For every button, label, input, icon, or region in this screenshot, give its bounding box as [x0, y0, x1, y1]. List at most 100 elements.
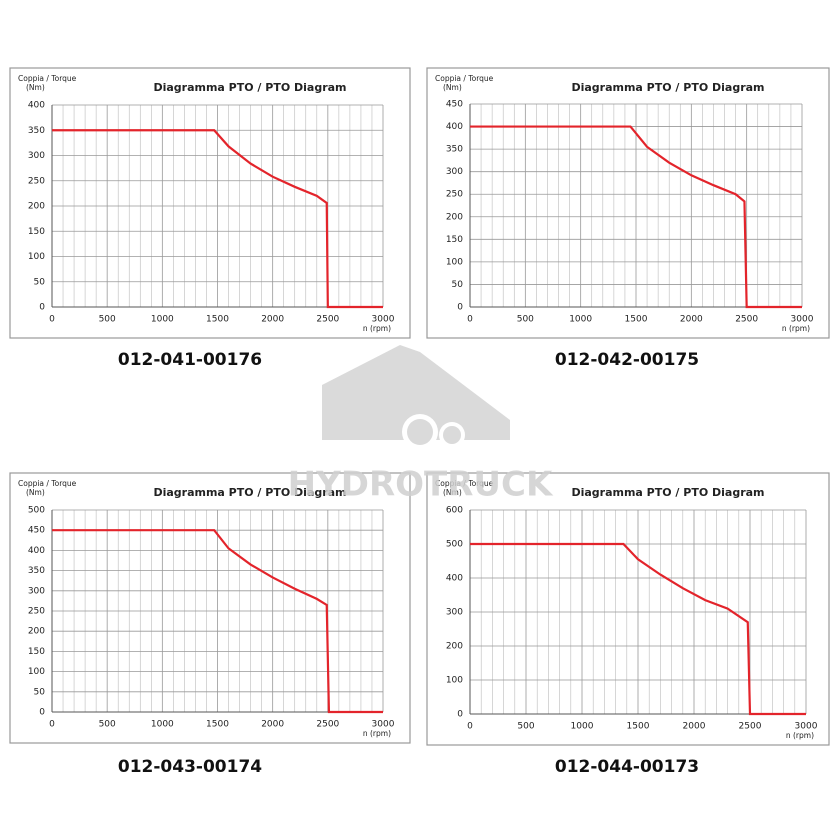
x-tick-label: 0 — [467, 315, 473, 325]
x-tick-label: 2000 — [683, 722, 706, 732]
y-tick-label: 350 — [28, 566, 45, 576]
torque-line — [470, 125, 802, 309]
x-tick-label: 1000 — [151, 315, 174, 325]
y-axis-unit: (Nm) — [26, 83, 45, 92]
x-axis-label: n (rpm) — [363, 729, 391, 738]
y-tick-label: 50 — [34, 277, 46, 287]
x-tick-label: 500 — [99, 720, 116, 730]
y-tick-label: 0 — [457, 303, 463, 313]
x-tick-label: 1500 — [625, 315, 648, 325]
torque-line — [470, 542, 806, 716]
chart-title: Diagramma PTO / PTO Diagram — [571, 486, 764, 499]
y-tick-label: 100 — [446, 676, 463, 686]
watermark-truck — [322, 345, 510, 450]
y-tick-label: 200 — [28, 202, 45, 212]
y-tick-label: 50 — [34, 687, 46, 697]
torque-line — [52, 529, 383, 714]
y-tick-label: 400 — [28, 546, 45, 556]
y-tick-label: 150 — [28, 647, 45, 657]
x-tick-label: 1000 — [151, 720, 174, 730]
y-tick-label: 200 — [446, 212, 463, 222]
x-axis-label: n (rpm) — [782, 324, 810, 333]
x-tick-label: 500 — [517, 315, 534, 325]
x-tick-label: 2500 — [735, 315, 758, 325]
chart: Diagramma PTO / PTO Diagram Coppia / Torq… — [426, 472, 830, 777]
x-tick-label: 2500 — [739, 722, 762, 732]
watermark: HYDROTRUCK — [288, 465, 554, 505]
y-axis-label: Coppia / Torque — [18, 479, 77, 488]
y-tick-label: 0 — [39, 303, 45, 313]
y-tick-label: 250 — [446, 190, 463, 200]
y-axis-label: Coppia / Torque — [18, 74, 77, 83]
y-tick-label: 300 — [28, 586, 45, 596]
y-axis-label: Coppia / Torque — [435, 74, 494, 83]
x-axis-label: n (rpm) — [786, 731, 814, 740]
part-number-caption: 012-043-00174 — [118, 757, 262, 777]
y-tick-label: 350 — [28, 126, 45, 136]
chart-frame — [9, 472, 411, 744]
x-tick-label: 500 — [99, 315, 116, 325]
x-tick-label: 0 — [49, 720, 55, 730]
x-tick-label: 3000 — [372, 315, 395, 325]
chart-frame — [9, 67, 411, 339]
chart: Diagramma PTO / PTO Diagram Coppia / Torq… — [9, 67, 411, 370]
x-tick-label: 1500 — [627, 722, 650, 732]
x-tick-label: 0 — [467, 722, 473, 732]
x-tick-label: 2000 — [261, 720, 284, 730]
y-tick-label: 100 — [28, 252, 45, 262]
y-tick-label: 300 — [28, 151, 45, 161]
y-tick-label: 300 — [446, 167, 463, 177]
x-tick-label: 1000 — [569, 315, 592, 325]
y-tick-label: 350 — [446, 145, 463, 155]
x-tick-label: 2000 — [680, 315, 703, 325]
y-tick-label: 0 — [39, 708, 45, 718]
y-tick-label: 100 — [446, 257, 463, 267]
chart: Diagramma PTO / PTO Diagram Coppia / Torq… — [426, 67, 830, 370]
chart: Diagramma PTO / PTO Diagram Coppia / Torq… — [9, 472, 411, 777]
chart-frame — [426, 67, 830, 339]
y-tick-label: 450 — [446, 100, 463, 110]
y-axis-label: Coppia / Torque — [435, 479, 494, 488]
chart-title: Diagramma PTO / PTO Diagram — [153, 486, 346, 499]
y-tick-label: 250 — [28, 176, 45, 186]
y-axis-unit: (Nm) — [26, 488, 45, 497]
y-tick-label: 400 — [446, 574, 463, 584]
x-tick-label: 0 — [49, 315, 55, 325]
x-axis-label: n (rpm) — [363, 324, 391, 333]
y-tick-label: 300 — [446, 608, 463, 618]
y-tick-label: 400 — [446, 122, 463, 132]
y-tick-label: 500 — [28, 506, 45, 516]
x-tick-label: 500 — [517, 722, 534, 732]
part-number-caption: 012-044-00173 — [555, 757, 699, 777]
part-number-caption: 012-041-00176 — [118, 350, 262, 370]
x-tick-label: 3000 — [791, 315, 814, 325]
x-tick-label: 3000 — [372, 720, 395, 730]
y-tick-label: 100 — [28, 667, 45, 677]
y-tick-label: 400 — [28, 101, 45, 111]
y-tick-label: 200 — [446, 642, 463, 652]
y-tick-label: 0 — [457, 710, 463, 720]
y-tick-label: 600 — [446, 506, 463, 516]
y-tick-label: 150 — [446, 235, 463, 245]
x-tick-label: 2500 — [316, 315, 339, 325]
x-tick-label: 1500 — [206, 720, 229, 730]
y-tick-label: 150 — [28, 227, 45, 237]
torque-line — [52, 129, 383, 309]
x-tick-label: 2000 — [261, 315, 284, 325]
y-tick-label: 500 — [446, 540, 463, 550]
chart-title: Diagramma PTO / PTO Diagram — [153, 81, 346, 94]
x-tick-label: 1500 — [206, 315, 229, 325]
part-number-caption: 012-042-00175 — [555, 350, 699, 370]
x-tick-label: 2500 — [316, 720, 339, 730]
y-tick-label: 50 — [452, 280, 464, 290]
y-tick-label: 200 — [28, 627, 45, 637]
y-tick-label: 450 — [28, 526, 45, 536]
chart-frame — [426, 472, 830, 746]
y-axis-unit: (Nm) — [443, 488, 462, 497]
x-tick-label: 3000 — [795, 722, 818, 732]
y-tick-label: 250 — [28, 607, 45, 617]
y-axis-unit: (Nm) — [443, 83, 462, 92]
x-tick-label: 1000 — [571, 722, 594, 732]
